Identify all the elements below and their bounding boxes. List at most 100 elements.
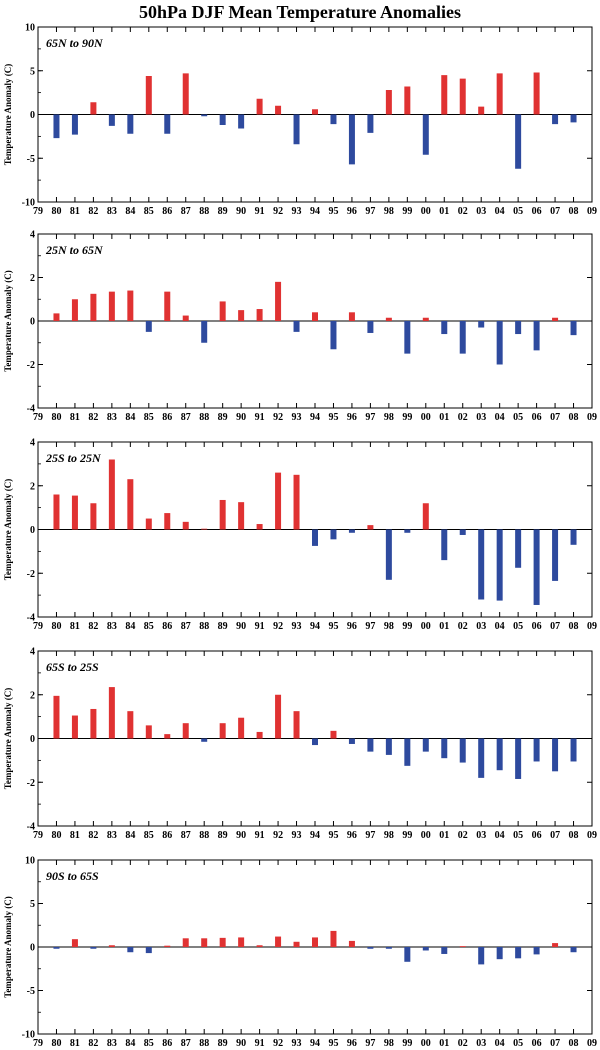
x-tick-label: 86 — [162, 830, 172, 841]
x-tick-label: 08 — [569, 1038, 579, 1049]
x-tick-label: 81 — [70, 830, 80, 841]
y-axis-label: Temperature Anomaly (C) — [3, 896, 13, 998]
y-tick-label: -10 — [22, 1030, 35, 1041]
bar-88 — [201, 321, 208, 343]
x-tick-label: 83 — [107, 621, 117, 632]
x-tick-label: 83 — [107, 206, 117, 217]
bar-07 — [552, 114, 559, 125]
bar-81 — [71, 939, 78, 947]
bar-89 — [219, 499, 226, 530]
x-tick-label: 85 — [144, 206, 154, 217]
bar-90 — [238, 502, 245, 530]
x-tick-label: 82 — [88, 1038, 98, 1049]
x-tick-label: 96 — [347, 621, 357, 632]
bar-80 — [53, 947, 60, 949]
x-tick-label: 92 — [273, 830, 283, 841]
bar-05 — [515, 529, 522, 568]
bar-82 — [90, 947, 97, 949]
x-tick-label: 05 — [513, 830, 523, 841]
y-tick-label: 0 — [30, 317, 35, 328]
y-tick-label: 5 — [30, 66, 35, 77]
x-tick-label: 91 — [255, 412, 265, 423]
x-tick-label: 86 — [162, 412, 172, 423]
bar-01 — [441, 738, 448, 759]
bar-99 — [404, 947, 411, 962]
bar-83 — [108, 687, 115, 739]
x-tick-label: 86 — [162, 1038, 172, 1049]
bar-85 — [145, 725, 152, 739]
x-tick-label: 02 — [458, 1038, 468, 1049]
x-tick-label: 81 — [70, 1038, 80, 1049]
bar-03 — [478, 947, 485, 965]
x-tick-label: 90 — [236, 830, 246, 841]
x-tick-label: 04 — [495, 621, 505, 632]
x-tick-label: 95 — [328, 1038, 338, 1049]
bar-96 — [348, 738, 355, 744]
bar-01 — [441, 75, 448, 115]
y-tick-label: 10 — [25, 856, 35, 867]
x-tick-label: 94 — [310, 206, 320, 217]
bar-06 — [533, 738, 540, 762]
bar-81 — [71, 299, 78, 321]
x-tick-label: 98 — [384, 1038, 394, 1049]
x-tick-label: 06 — [532, 412, 542, 423]
x-tick-label: 84 — [125, 412, 135, 423]
y-tick-label: -10 — [22, 198, 35, 209]
bar-80 — [53, 494, 60, 530]
y-tick-label: 0 — [30, 943, 35, 954]
bar-93 — [293, 474, 300, 530]
x-tick-label: 00 — [421, 830, 431, 841]
bar-98 — [385, 947, 392, 949]
x-tick-label: 79 — [33, 412, 43, 423]
y-tick-label: 0 — [30, 525, 35, 536]
bar-03 — [478, 738, 485, 778]
bar-94 — [312, 312, 318, 321]
y-tick-label: 2 — [30, 690, 35, 701]
bar-05 — [515, 321, 522, 335]
x-tick-label: 01 — [439, 1038, 449, 1049]
x-tick-label: 80 — [51, 621, 61, 632]
x-tick-label: 95 — [328, 412, 338, 423]
x-tick-label: 96 — [347, 412, 357, 423]
bar-86 — [164, 114, 171, 134]
bar-85 — [145, 947, 152, 954]
x-tick-label: 07 — [550, 621, 560, 632]
bar-92 — [275, 472, 282, 530]
bar-87 — [182, 315, 189, 321]
x-tick-label: 95 — [328, 621, 338, 632]
bar-86 — [164, 945, 171, 947]
x-tick-label: 97 — [365, 1038, 375, 1049]
x-tick-label: 09 — [587, 621, 597, 632]
x-tick-label: 99 — [402, 621, 412, 632]
bar-92 — [275, 105, 282, 115]
x-tick-label: 07 — [550, 1038, 560, 1049]
bar-06 — [533, 72, 540, 115]
x-tick-label: 81 — [70, 621, 80, 632]
x-tick-label: 91 — [255, 830, 265, 841]
x-tick-label: 84 — [125, 206, 135, 217]
y-tick-label: 5 — [30, 899, 35, 910]
x-tick-label: 79 — [33, 1038, 43, 1049]
x-tick-label: 93 — [292, 412, 302, 423]
bar-83 — [108, 291, 115, 321]
x-tick-label: 89 — [218, 621, 228, 632]
x-tick-label: 90 — [236, 1038, 246, 1049]
bar-90 — [238, 717, 245, 739]
region-label: 65N to 90N — [46, 36, 104, 50]
y-tick-label: 0 — [30, 734, 35, 745]
y-axis-label: Temperature Anomaly (C) — [3, 688, 13, 790]
x-tick-label: 92 — [273, 412, 283, 423]
y-tick-label: -4 — [27, 404, 35, 415]
x-tick-label: 86 — [162, 206, 172, 217]
x-tick-label: 82 — [88, 830, 98, 841]
bar-87 — [182, 938, 189, 947]
bar-93 — [293, 941, 300, 947]
x-tick-label: 80 — [51, 1038, 61, 1049]
bar-95 — [330, 930, 337, 947]
x-tick-label: 95 — [328, 206, 338, 217]
bar-94 — [312, 529, 318, 546]
x-tick-label: 91 — [255, 1038, 265, 1049]
bar-83 — [108, 459, 115, 530]
